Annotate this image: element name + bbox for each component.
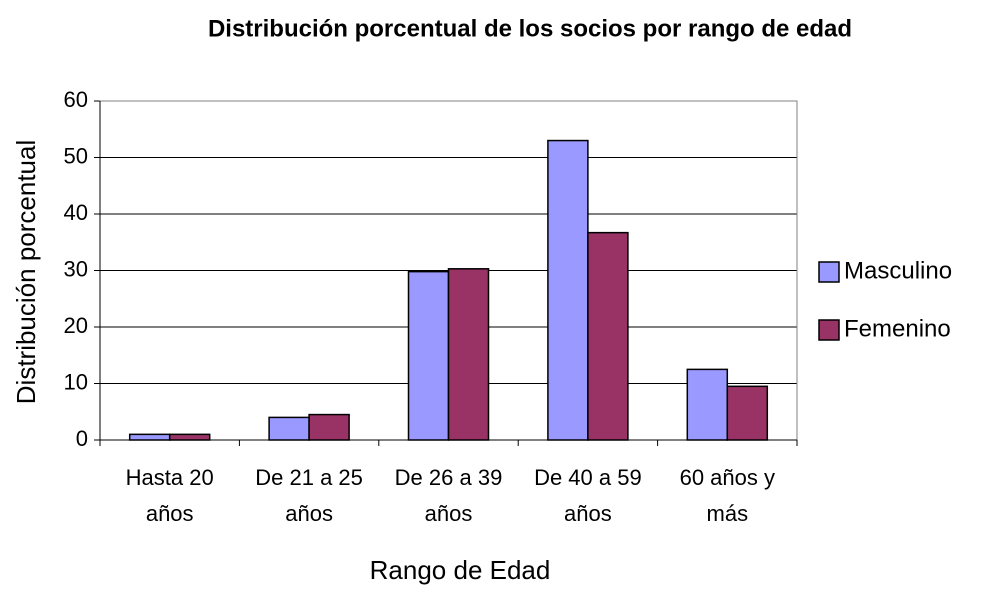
x-axis-label: Rango de Edad xyxy=(370,555,551,585)
y-tick-label: 60 xyxy=(64,87,88,112)
y-tick-label: 30 xyxy=(64,256,88,281)
x-tick-label: De 21 a 25 años xyxy=(255,465,363,526)
x-tick-label: De 26 a 39 años xyxy=(394,465,503,526)
bar xyxy=(726,385,769,441)
y-tick-label: 20 xyxy=(64,313,88,338)
bar xyxy=(587,231,629,441)
bar xyxy=(407,270,450,441)
legend-label: Masculino xyxy=(844,257,952,284)
bar xyxy=(447,268,490,441)
y-tick-label: 40 xyxy=(64,200,88,225)
bar xyxy=(268,416,310,441)
bar xyxy=(308,413,350,441)
chart-title: Distribución porcentual de los socios po… xyxy=(208,15,852,42)
legend-label: Femenino xyxy=(844,315,951,342)
bar xyxy=(547,139,589,441)
y-tick-label: 50 xyxy=(64,143,88,168)
bar xyxy=(128,433,171,441)
x-tick-label: 60 años y más xyxy=(679,465,775,526)
x-tick-label: De 40 a 59 años xyxy=(534,465,642,526)
bar xyxy=(168,433,211,441)
legend-swatch xyxy=(818,261,840,283)
y-axis-label: Distribución porcentual xyxy=(11,140,41,404)
bar xyxy=(686,368,729,441)
x-tick-label: Hasta 20 años xyxy=(125,465,214,526)
legend-swatch xyxy=(818,319,840,341)
y-tick-label: 10 xyxy=(64,369,88,394)
y-tick-label: 0 xyxy=(76,426,88,451)
